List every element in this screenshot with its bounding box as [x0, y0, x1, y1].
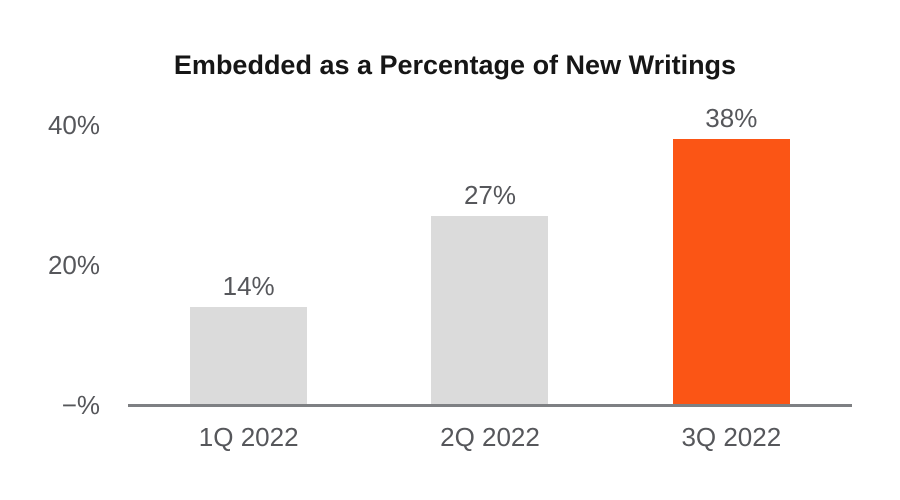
chart-title: Embedded as a Percentage of New Writings — [173, 50, 737, 80]
x-axis-label-1q2022: 1Q 2022 — [198, 422, 299, 452]
y-axis-tick-40: 40% — [47, 110, 100, 140]
bar-2q2022 — [431, 216, 549, 405]
x-axis-labels: 1Q 2022 2Q 2022 3Q 2022 — [128, 424, 852, 450]
bar-value-label-2q2022: 27% — [463, 180, 516, 210]
bar-group-3q2022: 38% — [672, 103, 790, 405]
bar-group-2q2022: 27% — [431, 180, 549, 405]
x-axis-label-3q2022: 3Q 2022 — [681, 422, 782, 452]
plot-area: 14% 27% 38% — [128, 105, 852, 405]
bar-1q2022 — [190, 307, 308, 405]
bar-value-label-3q2022: 38% — [705, 103, 758, 133]
bars-row: 14% 27% 38% — [128, 105, 852, 405]
bar-group-1q2022: 14% — [190, 271, 308, 405]
bar-value-label-1q2022: 14% — [222, 271, 275, 301]
y-axis-tick-0: −% — [61, 390, 100, 420]
x-axis-line — [128, 404, 852, 407]
x-axis-label-2q2022: 2Q 2022 — [440, 422, 540, 452]
y-axis-tick-20: 20% — [47, 250, 100, 280]
bar-3q2022 — [672, 139, 790, 405]
